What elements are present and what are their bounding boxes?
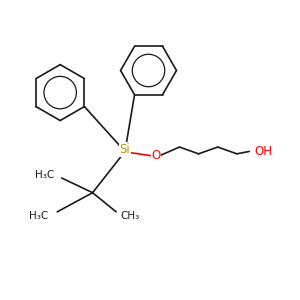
Text: H₃C: H₃C xyxy=(35,170,54,180)
Text: O: O xyxy=(151,149,160,162)
Text: OH: OH xyxy=(254,145,272,158)
Text: Si: Si xyxy=(120,143,130,156)
Text: H₃C: H₃C xyxy=(29,211,48,221)
Text: CH₃: CH₃ xyxy=(121,211,140,221)
